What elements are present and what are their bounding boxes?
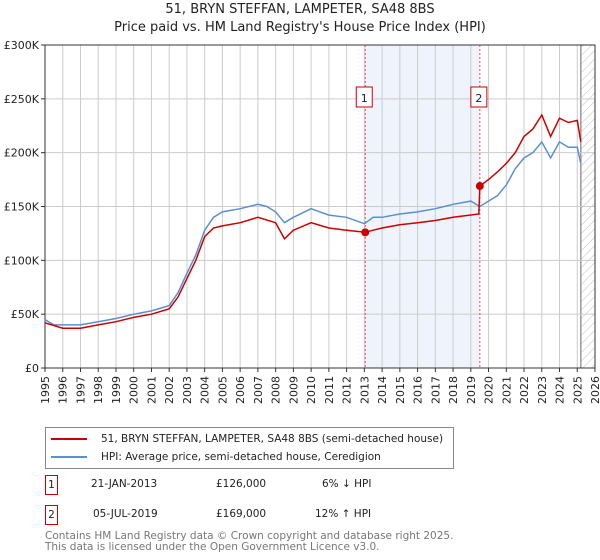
x-tick-label: 1998 xyxy=(92,376,105,404)
x-tick-label: 2016 xyxy=(412,376,425,404)
x-tick-label: 2009 xyxy=(287,376,300,404)
sale-point xyxy=(361,228,370,237)
x-tick-label: 2017 xyxy=(429,376,442,404)
blue-line-swatch xyxy=(51,456,87,458)
x-tick-label: 1999 xyxy=(110,376,123,404)
transaction-row: 2 05-JUL-2019 £169,000 12% ↑ HPI xyxy=(45,505,445,525)
hpi-line xyxy=(44,140,582,326)
property-price-line xyxy=(44,113,582,329)
y-tick-label: £150K xyxy=(4,201,40,214)
x-tick-label: 2023 xyxy=(536,376,549,404)
x-tick-label: 2006 xyxy=(234,376,247,404)
transaction-hpi: 12% ↑ HPI xyxy=(315,508,372,520)
x-tick-label: 2025 xyxy=(571,376,584,404)
y-tick-label: £0 xyxy=(25,362,39,375)
x-tick-label: 2021 xyxy=(500,376,513,404)
transaction-hpi: 6% ↓ HPI xyxy=(322,478,372,490)
x-tick-label: 2013 xyxy=(358,376,371,404)
transaction-date: 21-JAN-2013 xyxy=(91,478,158,490)
y-tick-label: £250K xyxy=(4,93,40,106)
x-tick-label: 2000 xyxy=(128,376,141,404)
x-tick-label: 2018 xyxy=(447,376,460,404)
x-tick-label: 2020 xyxy=(483,376,496,404)
footer-line: This data is licensed under the Open Gov… xyxy=(45,541,380,553)
x-tick-label: 2014 xyxy=(376,376,389,404)
x-tick-label: 1996 xyxy=(57,376,70,404)
legend-item-property: 51, BRYN STEFFAN, LAMPETER, SA48 8BS (se… xyxy=(46,430,443,448)
legend-item-hpi: HPI: Average price, semi-detached house,… xyxy=(46,448,381,466)
footer: Contains HM Land Registry data © Crown c… xyxy=(45,531,453,553)
x-tick-label: 2019 xyxy=(465,376,478,404)
chart-title: 51, BRYN STEFFAN, LAMPETER, SA48 8BS xyxy=(165,2,435,17)
x-tick-label: 2026 xyxy=(589,376,600,404)
red-line-swatch xyxy=(51,438,87,440)
legend-label: 51, BRYN STEFFAN, LAMPETER, SA48 8BS (se… xyxy=(101,433,444,445)
y-tick-label: £100K xyxy=(4,254,40,267)
x-tick-label: 2022 xyxy=(518,376,531,404)
x-tick-label: 2001 xyxy=(145,376,158,404)
sale-badge xyxy=(355,86,373,108)
transaction-date: 05-JUL-2019 xyxy=(93,508,158,520)
transaction-badge: 2 xyxy=(45,505,58,525)
x-tick-label: 2011 xyxy=(323,376,336,404)
x-tick-label: 1995 xyxy=(39,376,52,404)
x-tick-label: 2010 xyxy=(305,376,318,404)
sale-badge xyxy=(470,86,488,108)
y-tick-label: £300K xyxy=(4,39,40,52)
y-tick-label: £200K xyxy=(4,147,40,160)
x-tick-label: 2007 xyxy=(252,376,265,404)
transaction-price: £169,000 xyxy=(216,508,267,520)
x-tick-label: 2003 xyxy=(181,376,194,404)
x-tick-label: 2012 xyxy=(341,376,354,404)
plot-frame xyxy=(44,44,596,369)
legend-label: HPI: Average price, semi-detached house,… xyxy=(101,451,381,463)
chart-subtitle: Price paid vs. HM Land Registry's House … xyxy=(114,20,486,35)
x-tick-label: 2024 xyxy=(554,376,567,404)
sale-badge-label: 2 xyxy=(475,92,482,105)
x-tick-label: 2008 xyxy=(270,376,283,404)
sale-badge-label: 1 xyxy=(361,92,368,105)
legend: 51, BRYN STEFFAN, LAMPETER, SA48 8BS (se… xyxy=(45,427,454,469)
transaction-badge: 1 xyxy=(45,475,58,495)
transaction-row: 1 21-JAN-2013 £126,000 6% ↓ HPI xyxy=(45,475,445,495)
sale-point xyxy=(475,182,484,191)
footer-line: Contains HM Land Registry data © Crown c… xyxy=(45,530,454,542)
x-tick-label: 2015 xyxy=(394,376,407,404)
x-tick-label: 2002 xyxy=(163,376,176,404)
y-tick-label: £50K xyxy=(11,308,40,321)
price-chart: 1995 1996 1997 1998 1999 2000 2001 2002 2003 2004… xyxy=(4,39,600,404)
x-tick-label: 2004 xyxy=(199,376,212,404)
x-tick-label: 1997 xyxy=(74,376,87,404)
x-tick-label: 2005 xyxy=(216,376,229,404)
transaction-price: £126,000 xyxy=(216,478,267,490)
